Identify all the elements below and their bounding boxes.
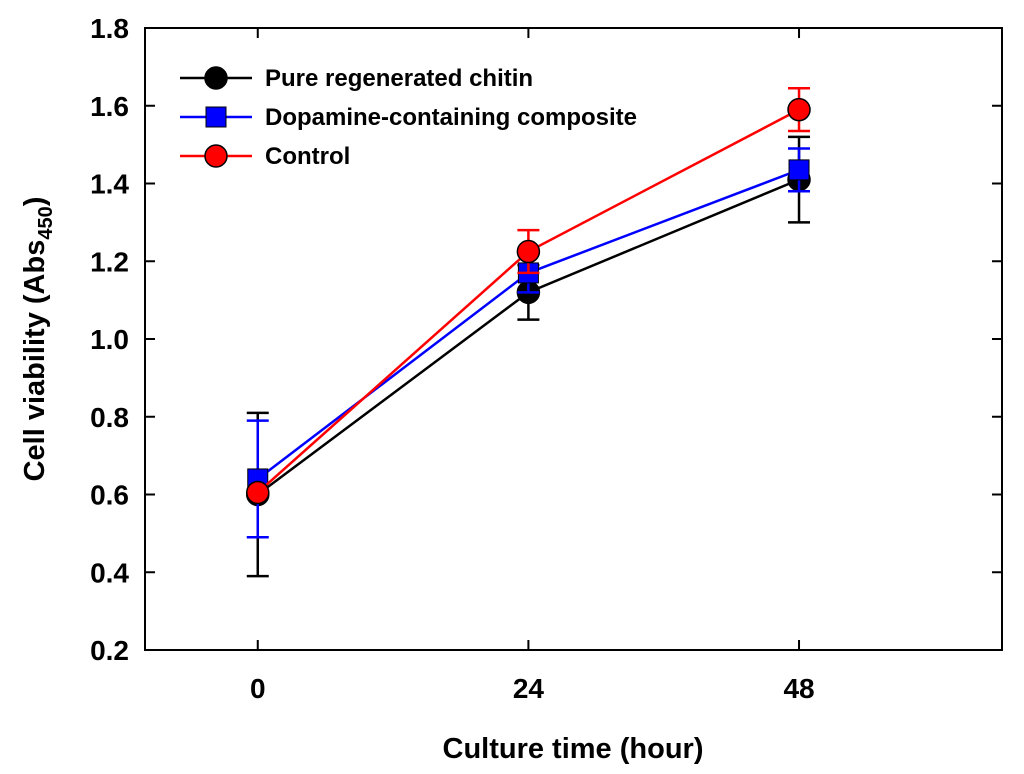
series-0: [246, 135, 811, 578]
legend-label: Pure regenerated chitin: [265, 65, 533, 92]
legend-item: Dopamine-containing composite: [180, 104, 637, 131]
y-axis-label-main: Cell viability (Abs: [19, 240, 51, 482]
x-tick-label: 48: [783, 673, 814, 704]
x-tick-label: 0: [250, 673, 266, 704]
data-point: [787, 97, 811, 122]
y-axis-label: Cell viability (Abs450): [19, 197, 57, 482]
x-tick-label: 24: [513, 673, 545, 704]
series-layer: [246, 87, 811, 578]
y-axis-label-subscript: 450: [35, 206, 57, 239]
legend-marker: [204, 66, 228, 90]
y-tick-label: 0.6: [90, 480, 129, 511]
series-line: [257, 178, 800, 496]
y-axis-label-close: ): [19, 197, 51, 207]
legend-marker: [204, 144, 228, 168]
series-2: [246, 87, 811, 505]
legend-label: Control: [265, 143, 350, 170]
legend: Pure regenerated chitin Dopamine-containi…: [180, 65, 637, 170]
legend-marker: [205, 106, 227, 128]
y-tick-label: 0.8: [90, 402, 129, 433]
y-tick-label: 1.2: [90, 246, 129, 277]
legend-label: Dopamine-containing composite: [265, 104, 637, 131]
series-1: [246, 147, 811, 539]
x-axis-ticks: 0 24 48: [250, 28, 815, 704]
y-tick-label: 1.4: [90, 169, 129, 200]
y-tick-label: 0.4: [90, 557, 129, 588]
x-axis-label: Culture time (hour): [443, 733, 704, 765]
y-axis-ticks: 0.2 0.4 0.6 0.8 1.0 1.2 1.4 1.6 1.8: [90, 13, 1002, 666]
legend-item: Control: [180, 143, 350, 170]
y-tick-label: 1.6: [90, 91, 129, 122]
y-tick-label: 1.8: [90, 13, 129, 44]
legend-item: Pure regenerated chitin: [180, 65, 533, 92]
y-tick-label: 0.2: [90, 635, 129, 666]
data-point: [788, 159, 810, 181]
data-point: [246, 480, 270, 505]
data-point: [516, 239, 541, 264]
y-tick-label: 1.0: [90, 324, 129, 355]
